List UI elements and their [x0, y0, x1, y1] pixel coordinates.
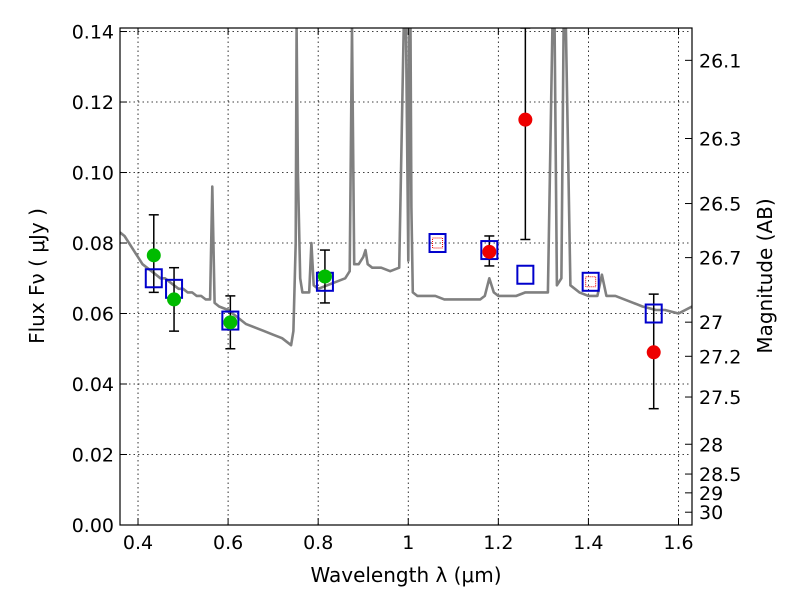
- tick-layer: 0.4 0.6 0.8 1 1.2 1.4 1.6 0.00 0.02 0.04 0.06 0.08 0…: [72, 22, 742, 554]
- x-tick-label: 0.4: [123, 532, 153, 554]
- y-tick-label: 0.00: [72, 515, 114, 537]
- y-axis-label: Flux Fν ( μJy ): [25, 208, 49, 344]
- model-square-marker: [516, 264, 535, 285]
- y-tick-label: 0.10: [72, 163, 114, 185]
- mag-tick-label: 26.3: [699, 129, 741, 151]
- y-tick-label: 0.14: [72, 22, 114, 44]
- observed-point-marker: [223, 315, 238, 330]
- mag-tick-label: 26.7: [699, 248, 741, 270]
- mag-tick-label: 27.2: [699, 346, 741, 368]
- marker-layer: [144, 112, 663, 360]
- mag-tick-label: 27: [699, 312, 723, 334]
- x-tick-label: 0.6: [213, 532, 243, 554]
- spectrum-line: [120, 28, 692, 347]
- model-square-marker: [480, 240, 499, 261]
- x-tick-label: 1: [402, 532, 414, 554]
- mag-tick-label: 30: [699, 502, 723, 524]
- y-tick-label: 0.06: [72, 304, 114, 326]
- x-tick-label: 1.2: [483, 532, 513, 554]
- x-tick-label: 0.8: [303, 532, 333, 554]
- observed-point-marker: [646, 345, 661, 360]
- observed-point-marker: [482, 244, 497, 259]
- model-square-marker: [221, 310, 240, 331]
- observed-point-marker: [317, 269, 332, 284]
- mag-tick-label: 26.5: [699, 194, 741, 216]
- model-square-marker: [581, 271, 600, 292]
- model-square-marker: [144, 268, 163, 289]
- observed-point-marker: [167, 292, 182, 307]
- y-tick-label: 0.08: [72, 233, 114, 255]
- spectrum-layer: [120, 28, 692, 347]
- x-axis-label: Wavelength λ (μm): [310, 563, 501, 587]
- upper-limit-marker: [432, 237, 444, 249]
- y-tick-label: 0.04: [72, 374, 114, 396]
- mag-tick-label: 28.5: [699, 464, 741, 486]
- model-square-marker: [644, 303, 663, 324]
- model-square-marker: [428, 233, 447, 254]
- y-tick-label: 0.02: [72, 445, 114, 467]
- observed-point-marker: [518, 112, 533, 127]
- plot-frame: [119, 27, 693, 526]
- mag-tick-label: 29: [699, 483, 723, 505]
- x-tick-label: 1.6: [663, 532, 693, 554]
- mag-tick-label: 26.1: [699, 50, 741, 72]
- upper-limit-marker: [585, 276, 597, 288]
- y-tick-label: 0.12: [72, 92, 114, 114]
- mag-tick-label: 27.5: [699, 387, 741, 409]
- observed-point-marker: [146, 248, 161, 263]
- y2-axis-label: Magnitude (AB): [753, 198, 777, 353]
- mag-tick-label: 28: [699, 434, 723, 456]
- x-tick-label: 1.4: [573, 532, 603, 554]
